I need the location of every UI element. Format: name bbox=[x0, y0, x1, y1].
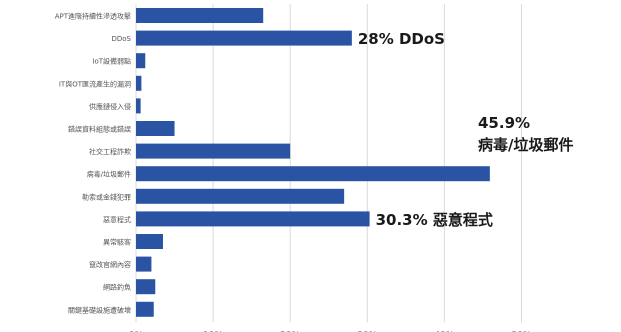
bar bbox=[136, 211, 370, 227]
bar bbox=[136, 188, 345, 204]
x-tick-label: 20% bbox=[280, 330, 300, 332]
category-label: 竄改官網內容 bbox=[89, 260, 131, 269]
category-label: 錯誤資料組態或錯誤 bbox=[68, 125, 131, 134]
bar bbox=[136, 166, 490, 182]
category-label: IoT設備弱點 bbox=[92, 57, 131, 66]
category-label: 惡意程式 bbox=[103, 215, 131, 224]
x-tick-label: 50% bbox=[511, 330, 531, 332]
category-label: 供應鏈侵入侵 bbox=[89, 102, 131, 111]
data-annotation: 28% DDoS bbox=[358, 30, 445, 48]
category-label: 關鍵基礎設施遭破壞 bbox=[68, 305, 131, 314]
category-label: APT進階持續性滲透攻擊 bbox=[55, 12, 131, 21]
bar bbox=[136, 301, 154, 317]
x-tick-label: 10% bbox=[203, 330, 223, 332]
bar bbox=[136, 234, 163, 249]
bar bbox=[136, 98, 141, 114]
x-tick-label: 30% bbox=[357, 330, 377, 332]
bar bbox=[136, 75, 142, 91]
bar bbox=[136, 143, 291, 159]
bar bbox=[136, 8, 264, 23]
category-label: 異常駭客 bbox=[103, 238, 131, 247]
category-label: 病毒/垃圾郵件 bbox=[87, 170, 131, 179]
bar bbox=[136, 53, 146, 69]
category-label: 網路釣魚 bbox=[103, 283, 131, 292]
data-annotation: 45.9% bbox=[478, 114, 530, 132]
data-annotation: 病毒/垃圾郵件 bbox=[478, 136, 573, 154]
bar bbox=[136, 279, 156, 295]
data-annotation: 30.3% 惡意程式 bbox=[376, 211, 493, 229]
category-label: IT與OT匯流產生的漏洞 bbox=[59, 79, 131, 88]
bar bbox=[136, 121, 175, 136]
category-label: 社交工程詐欺 bbox=[89, 147, 131, 156]
bar bbox=[136, 256, 152, 272]
x-tick-label: 40% bbox=[434, 330, 454, 332]
x-tick-label: 0% bbox=[129, 330, 144, 332]
category-label: 勒索或金錢犯罪 bbox=[82, 192, 131, 201]
category-label: DDoS bbox=[111, 35, 131, 43]
bar bbox=[136, 30, 352, 46]
